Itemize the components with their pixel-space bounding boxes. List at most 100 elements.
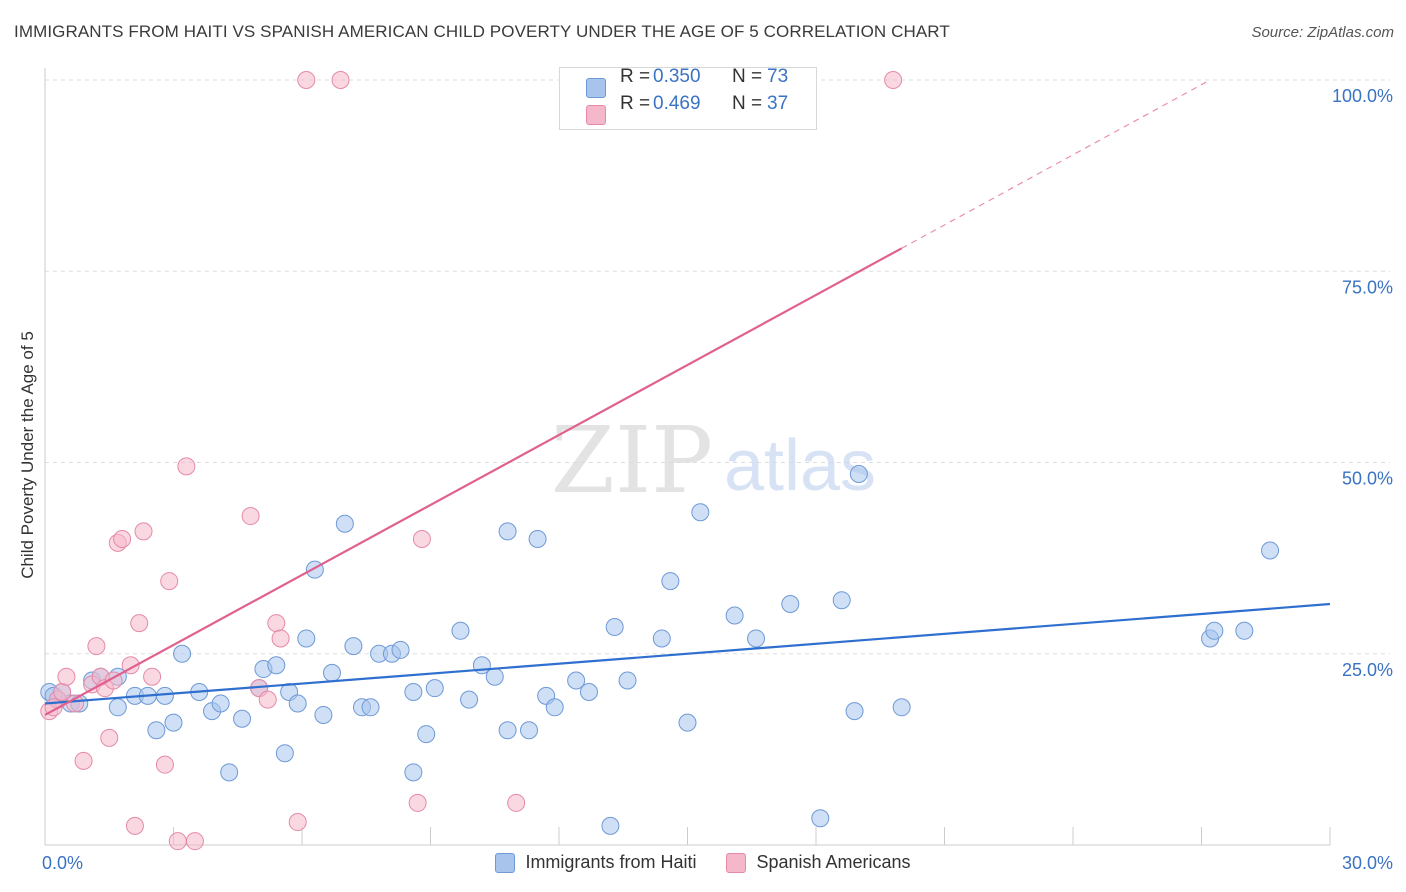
data-point-pink: [143, 667, 162, 686]
data-point-blue: [1235, 621, 1254, 640]
data-point-pink: [507, 793, 526, 812]
label-layer: 25.0% 50.0% 75.0% 100.0% 0.0% 30.0%: [42, 86, 1393, 873]
data-point-blue: [108, 698, 127, 717]
bottom-legend: Immigrants from Haiti Spanish Americans: [0, 852, 1406, 873]
trend-extension-pink: [901, 79, 1211, 249]
data-point-pink: [168, 832, 187, 851]
n-label: N =: [732, 93, 763, 114]
data-point-blue: [220, 763, 239, 782]
swatch-spanish: [586, 105, 606, 125]
data-point-blue: [451, 621, 470, 640]
y-tick-label: 25.0%: [1342, 660, 1393, 680]
data-point-blue: [567, 671, 586, 690]
trend-line-pink: [44, 247, 903, 716]
data-point-pink: [331, 71, 350, 89]
data-point-pink: [258, 690, 277, 709]
data-point-blue: [528, 530, 547, 548]
data-point-blue: [832, 591, 851, 610]
legend-swatch-spanish: [726, 852, 747, 873]
series-blue: [40, 464, 1280, 835]
data-point-blue: [661, 572, 680, 591]
data-point-pink: [412, 530, 431, 548]
data-point-pink: [87, 637, 106, 656]
data-point-blue: [361, 698, 380, 717]
series-pink: [40, 71, 903, 851]
data-point-pink: [241, 507, 260, 526]
r-label: R =: [620, 93, 651, 114]
x-tick-label: 0.0%: [42, 853, 83, 873]
data-point-pink: [185, 832, 204, 851]
data-point-blue: [485, 667, 504, 686]
data-point-blue: [691, 503, 710, 522]
trend-line-blue: [44, 602, 1331, 705]
data-point-pink: [297, 71, 316, 89]
y-tick-label: 75.0%: [1342, 277, 1393, 297]
data-point-blue: [892, 698, 911, 717]
n-value: 73: [767, 66, 789, 87]
legend-label-haiti: Immigrants from Haiti: [525, 852, 697, 872]
trend-layer: [44, 79, 1331, 716]
x-tick-label: 30.0%: [1342, 853, 1393, 873]
data-point-pink: [408, 793, 427, 812]
data-point-pink: [74, 751, 93, 770]
chart-title: IMMIGRANTS FROM HAITI VS SPANISH AMERICA…: [14, 22, 950, 41]
data-point-pink: [57, 667, 76, 686]
data-point-blue: [498, 721, 517, 740]
stats-legend: R = 0.350 N = 73 R = 0.469 N = 37: [559, 66, 817, 130]
data-point-blue: [652, 629, 671, 648]
data-point-blue: [147, 721, 166, 740]
y-axis-label: Child Poverty Under the Age of 5: [18, 331, 37, 579]
data-point-blue: [417, 725, 436, 744]
data-point-blue: [1205, 621, 1224, 640]
data-point-blue: [845, 702, 864, 721]
data-point-pink: [160, 572, 179, 591]
data-point-blue: [678, 713, 697, 732]
data-point-blue: [520, 721, 539, 740]
data-point-blue: [747, 629, 766, 648]
data-point-blue: [579, 683, 598, 701]
data-point-blue: [404, 763, 423, 782]
data-point-blue: [425, 679, 444, 698]
data-point-pink: [884, 71, 903, 89]
data-point-blue: [1261, 541, 1280, 560]
data-point-blue: [849, 464, 868, 483]
data-point-blue: [344, 637, 363, 656]
data-point-pink: [155, 755, 174, 774]
watermark: ZIP atlas: [551, 407, 876, 514]
data-point-blue: [288, 694, 307, 713]
data-point-blue: [233, 709, 252, 728]
data-point-blue: [314, 705, 333, 724]
y-tick-label: 100.0%: [1332, 86, 1393, 106]
data-point-blue: [618, 671, 637, 690]
data-point-blue: [781, 595, 800, 614]
data-point-blue: [155, 686, 174, 705]
data-point-blue: [601, 816, 620, 835]
legend-label-spanish: Spanish Americans: [756, 852, 911, 872]
data-point-blue: [498, 522, 517, 541]
watermark-zip: ZIP: [551, 407, 713, 514]
data-point-blue: [811, 809, 830, 828]
chart-source: Source: ZipAtlas.com: [1251, 24, 1394, 41]
data-point-pink: [271, 629, 290, 648]
data-point-pink: [134, 522, 153, 541]
data-point-blue: [725, 606, 744, 625]
data-point-blue: [391, 640, 410, 659]
data-point-pink: [100, 728, 119, 747]
r-value: 0.350: [653, 66, 701, 87]
y-tick-label: 50.0%: [1342, 469, 1393, 489]
watermark-atlas: atlas: [724, 426, 876, 506]
legend-item-haiti[interactable]: Immigrants from Haiti: [495, 852, 696, 873]
legend-swatch-haiti: [495, 852, 516, 873]
legend-item-spanish[interactable]: Spanish Americans: [726, 852, 911, 873]
grid-layer: [45, 79, 1390, 655]
data-point-blue: [335, 514, 354, 533]
data-point-pink: [130, 614, 149, 633]
n-label: N =: [732, 66, 763, 87]
data-point-blue: [545, 698, 564, 717]
r-value: 0.469: [653, 93, 701, 114]
n-value: 37: [767, 93, 789, 114]
points-layer: [40, 71, 1280, 851]
data-point-pink: [288, 813, 307, 832]
data-point-blue: [173, 644, 192, 663]
